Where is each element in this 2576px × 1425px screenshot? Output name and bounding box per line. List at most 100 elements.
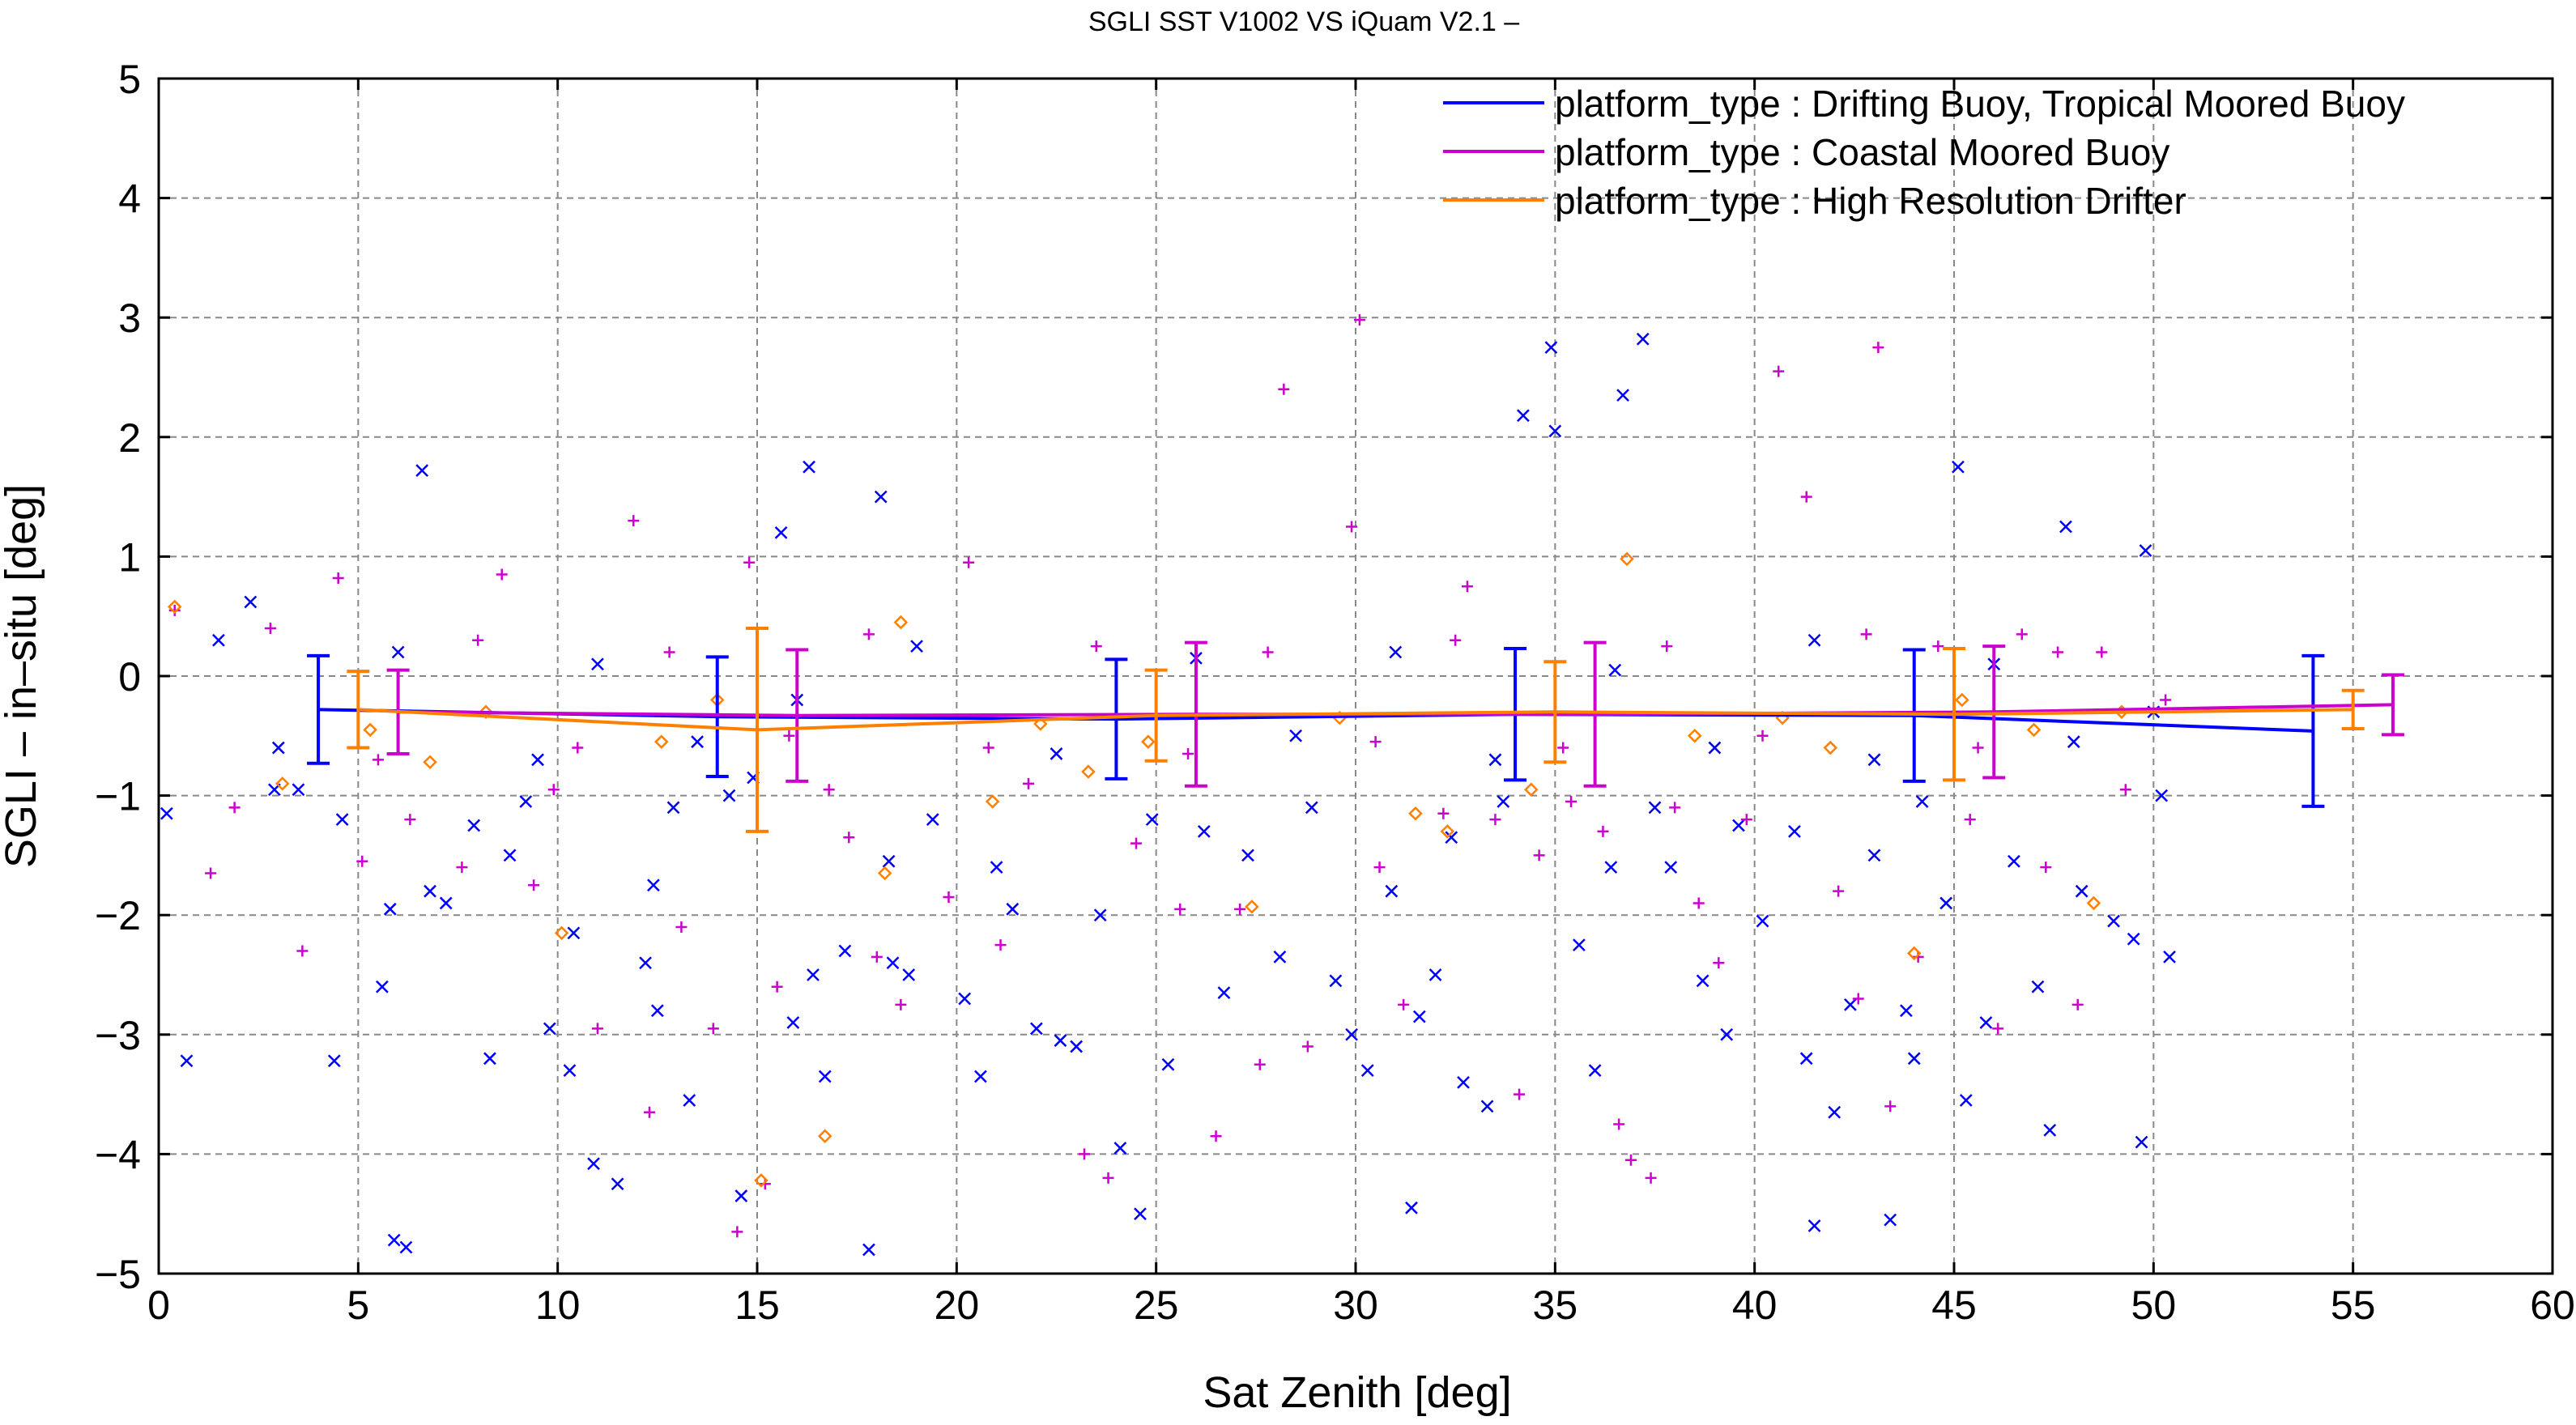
data-point <box>1979 1016 1993 1029</box>
data-point <box>643 1106 655 1118</box>
data-point <box>2026 722 2042 738</box>
data-point <box>1405 1201 1418 1214</box>
error-bar <box>1982 644 2006 780</box>
data-point <box>1756 914 1769 928</box>
error-bar <box>2341 688 2365 730</box>
data-point <box>838 944 852 958</box>
data-point <box>1613 1118 1625 1130</box>
data-point <box>754 1173 769 1188</box>
x-axis-label: Sat Zenith [deg] <box>1203 1368 1511 1417</box>
data-point <box>167 599 182 615</box>
data-point <box>327 1054 341 1068</box>
data-point <box>1305 801 1318 815</box>
error-bar <box>705 655 729 778</box>
x-tick-label: 55 <box>2331 1282 2376 1328</box>
y-tick-label: 0 <box>118 654 141 700</box>
data-point <box>2135 1135 2148 1149</box>
data-point <box>1408 806 1423 821</box>
data-point <box>1872 342 1884 354</box>
data-point <box>895 998 907 1010</box>
data-point <box>1823 740 1838 755</box>
data-point <box>1102 1172 1114 1184</box>
data-point <box>1346 521 1358 533</box>
data-point <box>503 849 517 862</box>
x-tick-label: 40 <box>1732 1282 1778 1328</box>
data-point <box>882 854 896 868</box>
data-point <box>774 525 788 539</box>
data-point <box>363 722 377 738</box>
data-point <box>1254 1058 1266 1070</box>
grid <box>159 79 2553 1274</box>
data-point <box>1134 1207 1147 1221</box>
data-point <box>874 490 888 504</box>
y-tick-label: 5 <box>118 57 141 102</box>
data-point <box>1860 628 1872 640</box>
data-point <box>332 572 344 584</box>
data-point <box>387 1233 401 1247</box>
data-point <box>1964 814 1976 826</box>
data-point <box>1708 741 1722 755</box>
y-tick-label: 1 <box>118 534 141 580</box>
legend-label: platform_type : Drifting Buoy, Tropical … <box>1555 83 2405 125</box>
data-point <box>356 855 368 867</box>
data-point <box>467 819 481 832</box>
data-point <box>1959 1094 1973 1107</box>
y-tick-label: −2 <box>95 893 141 938</box>
data-point <box>1373 861 1386 874</box>
data-point <box>731 1226 743 1238</box>
data-point <box>2107 914 2120 928</box>
data-point <box>877 866 892 881</box>
data-point <box>528 879 540 891</box>
data-point <box>275 776 290 791</box>
data-point <box>1557 742 1569 754</box>
data-point <box>1345 1027 1358 1041</box>
error-bar <box>1583 640 1607 788</box>
data-point <box>1385 884 1399 898</box>
data-point <box>1533 849 1545 861</box>
data-point <box>1241 849 1254 862</box>
data-point <box>1713 957 1725 969</box>
data-point <box>1033 717 1048 731</box>
data-point <box>2096 646 2108 658</box>
data-point <box>244 595 258 609</box>
data-point <box>2071 998 2084 1010</box>
x-tick-label: 5 <box>347 1282 369 1328</box>
data-point <box>926 813 939 827</box>
data-point <box>1497 795 1510 808</box>
data-point <box>483 1052 496 1066</box>
data-point <box>1696 974 1710 988</box>
data-point <box>372 754 384 766</box>
data-point <box>943 891 955 904</box>
mean-line <box>358 708 2353 732</box>
data-point <box>1972 742 1984 754</box>
data-point <box>1688 729 1702 743</box>
data-point <box>591 657 604 671</box>
data-point <box>1692 897 1705 909</box>
data-point <box>1852 993 1864 1005</box>
data-point <box>1645 1172 1657 1184</box>
data-point <box>1565 795 1578 807</box>
data-point <box>1078 1148 1090 1160</box>
data-point <box>1369 736 1382 748</box>
data-point <box>1489 814 1501 826</box>
data-point <box>1720 1027 1734 1041</box>
error-bar <box>347 670 370 750</box>
data-point <box>1093 908 1107 922</box>
error-bar <box>1943 647 1965 782</box>
data-point <box>1445 831 1458 844</box>
data-point <box>734 1189 748 1202</box>
data-point <box>1867 753 1881 767</box>
data-point <box>2127 932 2140 946</box>
data-point <box>722 789 736 802</box>
data-point <box>415 464 429 478</box>
data-point <box>1799 1052 1813 1066</box>
data-point <box>1329 974 1343 988</box>
data-point <box>823 784 835 796</box>
data-point <box>1932 640 1944 653</box>
legend-label: platform_type : High Resolution Drifter <box>1555 180 2186 222</box>
data-point <box>1174 903 1186 915</box>
data-point <box>1899 1004 1913 1018</box>
data-point <box>1182 747 1194 759</box>
